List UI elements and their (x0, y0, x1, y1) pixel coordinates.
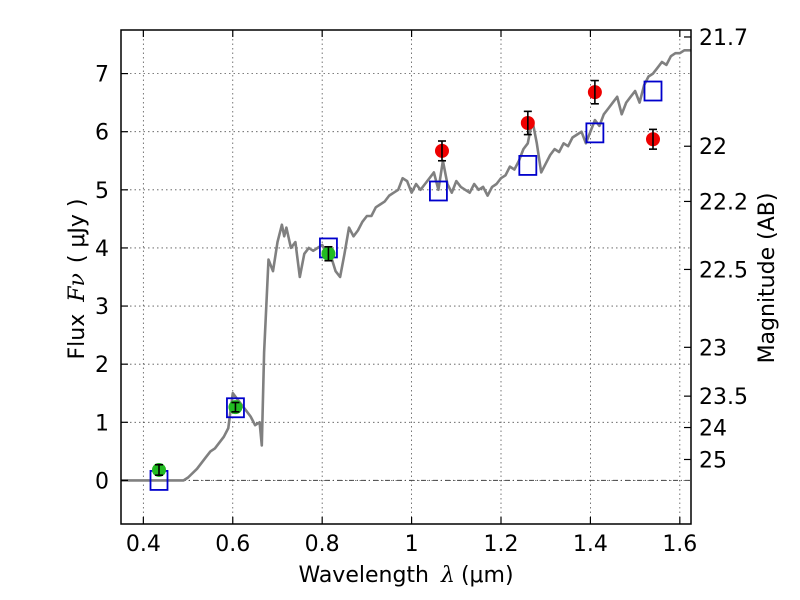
magnitude-tick-label: 23 (699, 336, 727, 361)
magnitude-tick-label: 22.2 (699, 190, 748, 215)
y-tick-label: 4 (95, 237, 109, 262)
y-axis-label: FluxFν( μJy ) (65, 198, 90, 359)
model-photometry-square (518, 155, 538, 176)
magnitude-tick-label: 23.5 (699, 385, 748, 410)
x-tick-label: 1.2 (484, 532, 519, 557)
plot-frame (120, 29, 692, 525)
x-tick-label: 1.4 (573, 532, 608, 557)
y-tick-label: 0 (95, 469, 109, 494)
x-tick-label: 1.6 (662, 532, 697, 557)
y-tick-label: 5 (95, 179, 109, 204)
x-axis-label: Wavelength λ (μm) (298, 563, 513, 588)
y-tick-label: 3 (95, 295, 109, 320)
y-tick-label: 6 (95, 121, 109, 146)
right-y-axis-label: Magnitude (AB) (755, 193, 780, 364)
x-tick-label: 0.6 (215, 532, 250, 557)
magnitude-tick-label: 22.5 (699, 258, 748, 283)
y-tick-label: 7 (95, 63, 109, 88)
data-layer (121, 48, 691, 491)
magnitude-tick-label: 25 (699, 448, 727, 473)
magnitude-tick-label: 21.7 (699, 26, 748, 51)
x-tick-label: 1 (405, 532, 419, 557)
model-photometry-square (226, 397, 245, 419)
magnitude-tick-label: 24 (699, 417, 727, 442)
y-tick-label: 1 (95, 411, 109, 436)
model-photometry-square (585, 122, 605, 144)
model-photometry-square (429, 180, 448, 202)
model-spectrum-line (121, 48, 691, 482)
model-photometry-square (643, 80, 663, 102)
tick-layer: 0.4 0.6 0.8 1 1.2 1.4 1.60123456721.72222.222.… (95, 26, 748, 557)
grid-layer (121, 30, 691, 524)
x-tick-label: 0.8 (305, 532, 340, 557)
y-tick-label: 2 (95, 353, 109, 378)
x-tick-label: 0.4 (126, 532, 161, 557)
magnitude-tick-label: 22 (699, 135, 727, 160)
